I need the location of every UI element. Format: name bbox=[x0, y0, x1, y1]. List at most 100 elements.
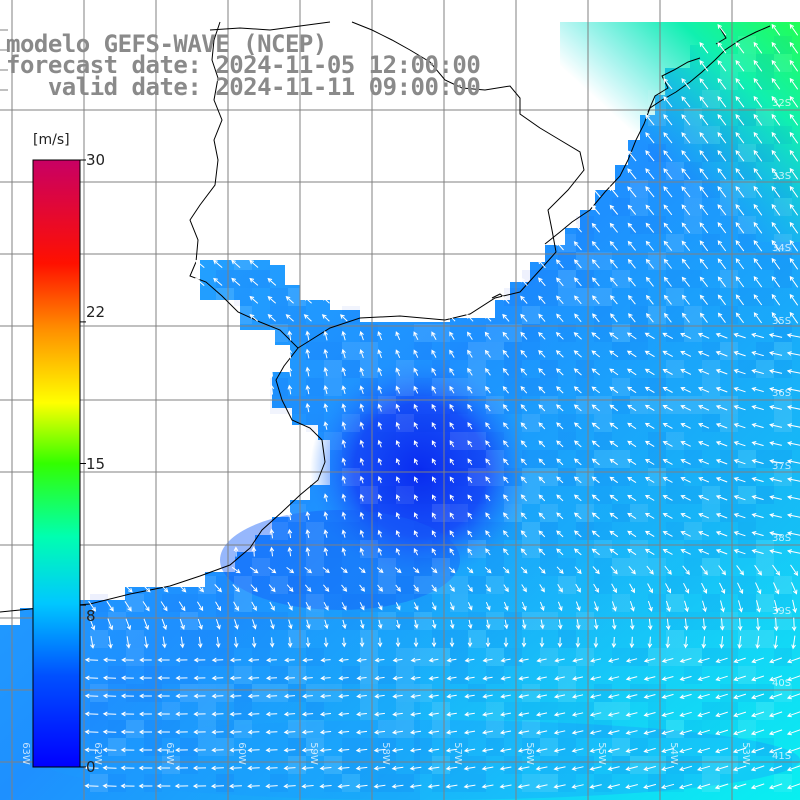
mosaic-cell bbox=[738, 504, 756, 522]
wind-arrow bbox=[627, 186, 637, 198]
wind-arrow bbox=[681, 186, 691, 198]
wind-arrow bbox=[662, 531, 673, 537]
wind-arrow bbox=[645, 222, 655, 233]
wind-arrow bbox=[715, 729, 729, 736]
wind-arrow bbox=[338, 675, 349, 681]
mosaic-cell bbox=[576, 522, 594, 540]
wind-arrow bbox=[319, 783, 332, 789]
mosaic-cell bbox=[432, 648, 450, 666]
mosaic-cell bbox=[108, 774, 126, 792]
mosaic-cell bbox=[720, 306, 738, 324]
wind-arrow bbox=[449, 530, 455, 538]
wind-arrow bbox=[395, 619, 401, 630]
mosaic-cell bbox=[108, 720, 126, 738]
wind-arrow bbox=[751, 351, 764, 357]
wind-arrow bbox=[768, 729, 783, 736]
mosaic-cell bbox=[468, 774, 486, 792]
wind-arrow bbox=[102, 783, 117, 789]
wind-arrow bbox=[718, 565, 727, 576]
wind-arrow bbox=[663, 204, 673, 216]
wind-arrow bbox=[591, 259, 600, 269]
mosaic-cell bbox=[504, 756, 522, 774]
mosaic-cell bbox=[90, 738, 108, 756]
mosaic-cell bbox=[396, 720, 414, 738]
mosaic-cell bbox=[540, 774, 558, 792]
wind-arrow bbox=[377, 421, 383, 430]
wind-arrow bbox=[590, 658, 602, 663]
wind-arrow bbox=[715, 386, 728, 393]
wind-arrow bbox=[647, 636, 653, 649]
wind-arrow bbox=[120, 693, 135, 699]
mosaic-cell bbox=[342, 774, 360, 792]
wind-arrow bbox=[751, 495, 764, 501]
wind-arrow bbox=[359, 385, 365, 394]
wind-arrow bbox=[555, 368, 564, 376]
mosaic-cell bbox=[378, 666, 396, 684]
mosaic-cell bbox=[774, 756, 792, 774]
mosaic-cell bbox=[450, 396, 468, 414]
mosaic-cell bbox=[360, 702, 378, 720]
mosaic-cell bbox=[540, 450, 558, 468]
mosaic-cell bbox=[486, 522, 504, 540]
wind-arrow bbox=[786, 531, 800, 536]
mosaic-cell bbox=[126, 684, 144, 702]
mosaic-cell bbox=[684, 396, 702, 414]
wind-arrow bbox=[681, 114, 691, 126]
mosaic-cell bbox=[270, 396, 288, 414]
mosaic-cell bbox=[756, 360, 774, 378]
mosaic-cell bbox=[702, 414, 720, 432]
mosaic-cell bbox=[594, 522, 612, 540]
wind-arrow bbox=[467, 584, 473, 593]
wind-arrow bbox=[737, 582, 744, 595]
wind-arrow bbox=[609, 530, 619, 538]
wind-arrow bbox=[645, 276, 654, 287]
wind-arrow bbox=[663, 186, 673, 198]
wind-arrow bbox=[538, 566, 546, 574]
wind-arrow bbox=[771, 131, 781, 144]
wind-arrow bbox=[502, 349, 510, 358]
wind-arrow bbox=[733, 693, 747, 700]
wind-arrow bbox=[697, 765, 711, 772]
wind-arrow bbox=[449, 367, 455, 376]
wind-arrow bbox=[647, 583, 653, 594]
mosaic-cell bbox=[738, 36, 756, 54]
wind-arrow bbox=[229, 765, 242, 771]
wind-arrow bbox=[341, 330, 346, 341]
mosaic-cell bbox=[738, 162, 756, 180]
wind-arrow bbox=[395, 529, 401, 538]
wind-arrow bbox=[341, 457, 347, 466]
wind-arrow bbox=[768, 693, 783, 700]
wind-arrow bbox=[538, 530, 546, 538]
wind-arrow bbox=[412, 567, 420, 574]
mosaic-cell bbox=[522, 324, 540, 342]
wind-arrow bbox=[431, 331, 437, 341]
mosaic-cell bbox=[306, 702, 324, 720]
mosaic-cell bbox=[684, 450, 702, 468]
mosaic-cell bbox=[594, 450, 612, 468]
wind-arrow bbox=[449, 494, 455, 502]
wind-arrow bbox=[485, 440, 491, 448]
mosaic-cell bbox=[216, 576, 234, 594]
wind-arrow bbox=[538, 368, 546, 376]
wind-arrow bbox=[699, 149, 709, 162]
mosaic-cell bbox=[234, 576, 252, 594]
mosaic-cell bbox=[324, 522, 342, 540]
mosaic-cell bbox=[450, 756, 468, 774]
wind-arrow bbox=[662, 350, 673, 358]
wind-arrow bbox=[554, 658, 565, 663]
wind-arrow bbox=[431, 530, 437, 538]
wind-arrow bbox=[644, 548, 655, 556]
wind-arrow bbox=[377, 457, 383, 466]
wind-arrow bbox=[157, 711, 170, 717]
wind-arrow bbox=[699, 113, 709, 126]
wind-arrow bbox=[715, 549, 728, 555]
longitude-label: 55W bbox=[595, 742, 607, 765]
mosaic-cell bbox=[756, 72, 774, 90]
wind-arrow bbox=[698, 495, 710, 501]
mosaic-cell bbox=[144, 720, 162, 738]
wind-arrow bbox=[629, 583, 635, 594]
wind-arrow bbox=[682, 565, 690, 576]
wind-arrow bbox=[287, 510, 293, 521]
wind-arrow bbox=[482, 657, 493, 663]
wind-arrow bbox=[663, 240, 673, 251]
